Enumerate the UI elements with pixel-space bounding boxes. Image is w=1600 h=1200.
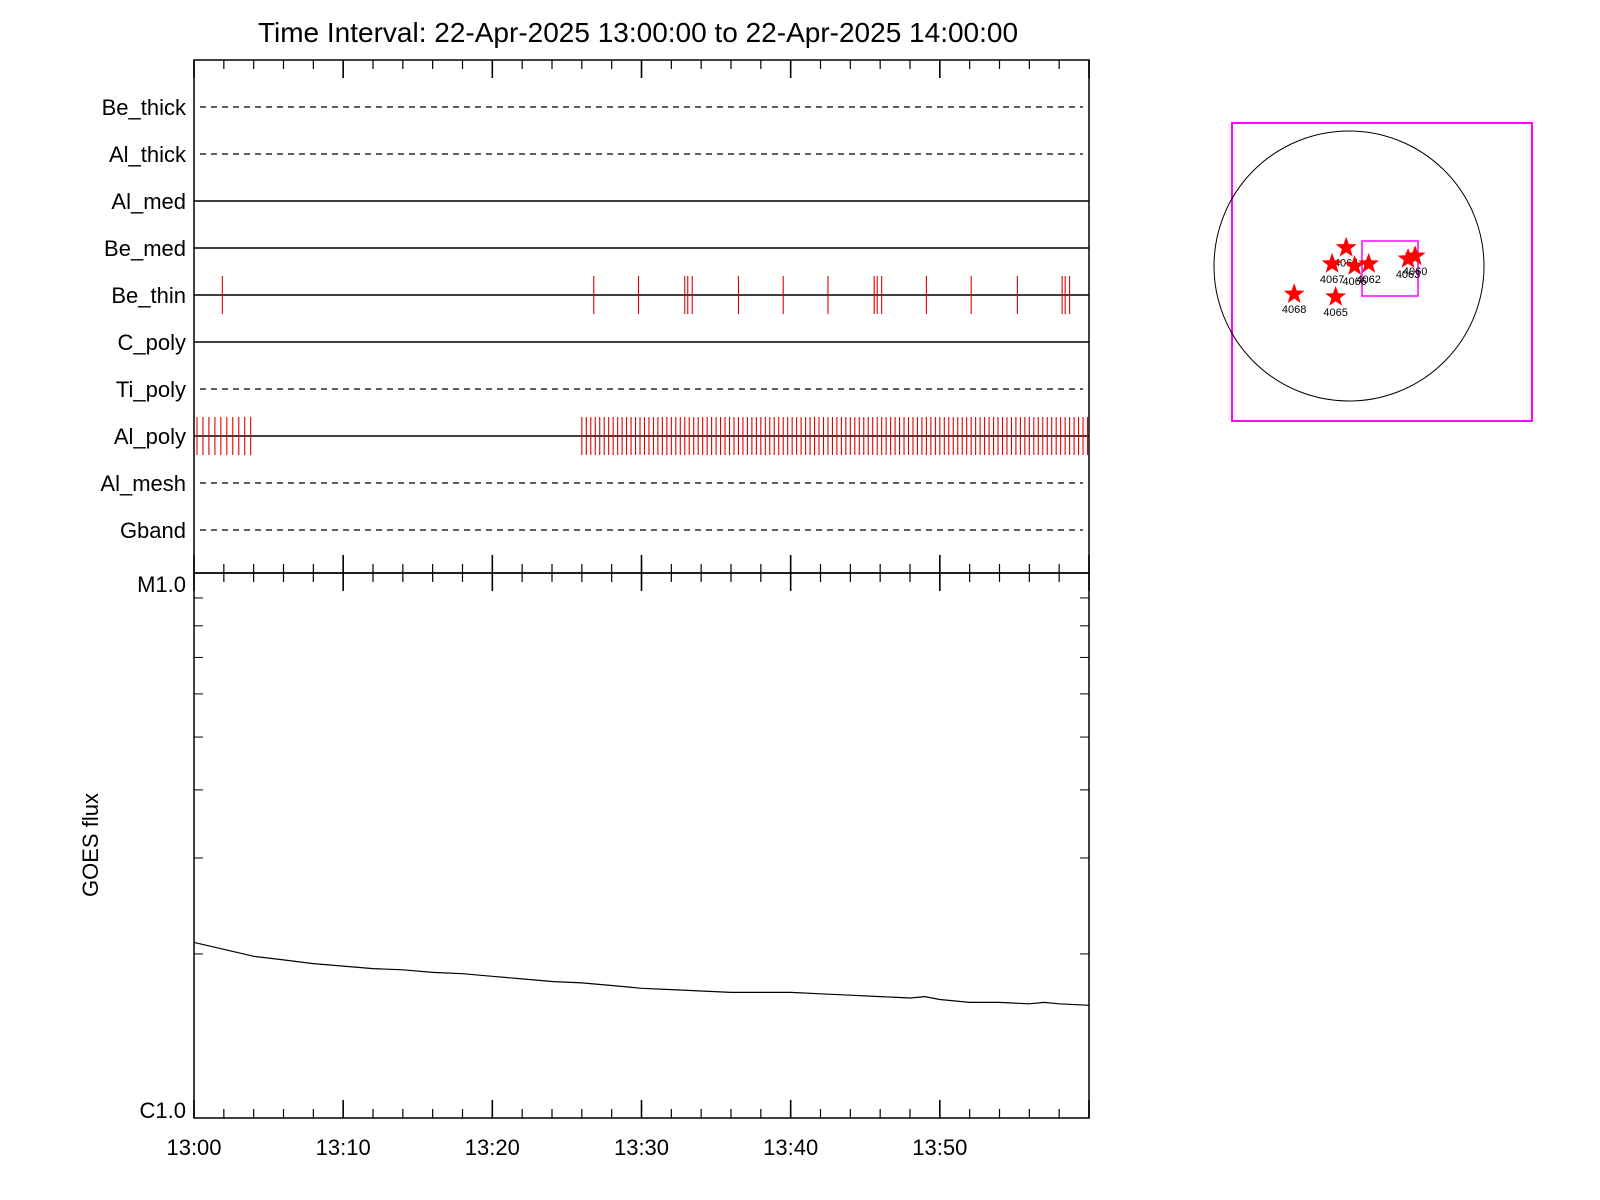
channel-label-be_thick: Be_thick (102, 95, 187, 120)
goes-flux-line (193, 941, 1090, 1006)
channel-label-al_mesh: Al_mesh (100, 471, 186, 496)
region-star-4063 (1397, 248, 1419, 268)
goes-ticks (193, 597, 1090, 1118)
region-star-4060 (1404, 245, 1426, 266)
timeline-panel-frame (193, 59, 1090, 574)
region-star-4062 (1358, 252, 1380, 273)
x-tick-label: 13:50 (912, 1135, 967, 1160)
goes-panel-frame (193, 572, 1090, 1119)
active-region-markers: 40644067406640624063406040684065 (1282, 236, 1427, 319)
region-label-4068: 4068 (1282, 304, 1306, 316)
region-label-4063: 4063 (1396, 269, 1420, 281)
solar-disk (1213, 130, 1485, 402)
region-star-4065 (1325, 285, 1347, 306)
channel-label-c_poly: C_poly (118, 330, 186, 355)
region-star-4066 (1344, 255, 1366, 275)
channel-label-gband: Gband (120, 518, 186, 543)
region-label-4067: 4067 (1320, 274, 1344, 286)
y-tick-label-top: M1.0 (137, 572, 186, 597)
x-tick-label: 13:20 (465, 1135, 520, 1160)
region-label-4065: 4065 (1323, 307, 1347, 319)
region-star-4064 (1335, 236, 1357, 257)
channel-label-al_poly: Al_poly (114, 424, 186, 449)
channel-label-al_med: Al_med (111, 189, 186, 214)
target-region-box (1361, 240, 1419, 297)
timeline-ticks (193, 60, 1090, 591)
x-tick-label: 13:10 (316, 1135, 371, 1160)
field-of-view-box (1231, 122, 1533, 422)
x-tick-label: 13:00 (166, 1135, 221, 1160)
channel-label-ti_poly: Ti_poly (116, 377, 186, 402)
channel-label-be_thin: Be_thin (111, 283, 186, 308)
region-label-4060: 4060 (1403, 266, 1427, 278)
x-tick-label: 13:30 (614, 1135, 669, 1160)
chart-title: Time Interval: 22-Apr-2025 13:00:00 to 2… (258, 17, 1018, 48)
timeline-channels: Be_thick Al_thick Al_med Be_med Be_thin C_pol… (100, 95, 1089, 543)
channel-label-be_med: Be_med (104, 236, 186, 261)
region-label-4062: 4062 (1356, 274, 1380, 286)
region-star-4068 (1283, 283, 1305, 303)
x-tick-label: 13:40 (763, 1135, 818, 1160)
y-tick-label-bottom: C1.0 (140, 1098, 186, 1123)
goes-x-tick-labels: 13:00 13:10 13:20 13:30 13:40 13:50 (166, 1135, 967, 1160)
region-label-4066: 4066 (1342, 276, 1366, 288)
channel-label-al_thick: Al_thick (109, 142, 187, 167)
goes-y-axis-label: GOES flux (78, 793, 103, 897)
region-star-4067 (1321, 252, 1343, 273)
